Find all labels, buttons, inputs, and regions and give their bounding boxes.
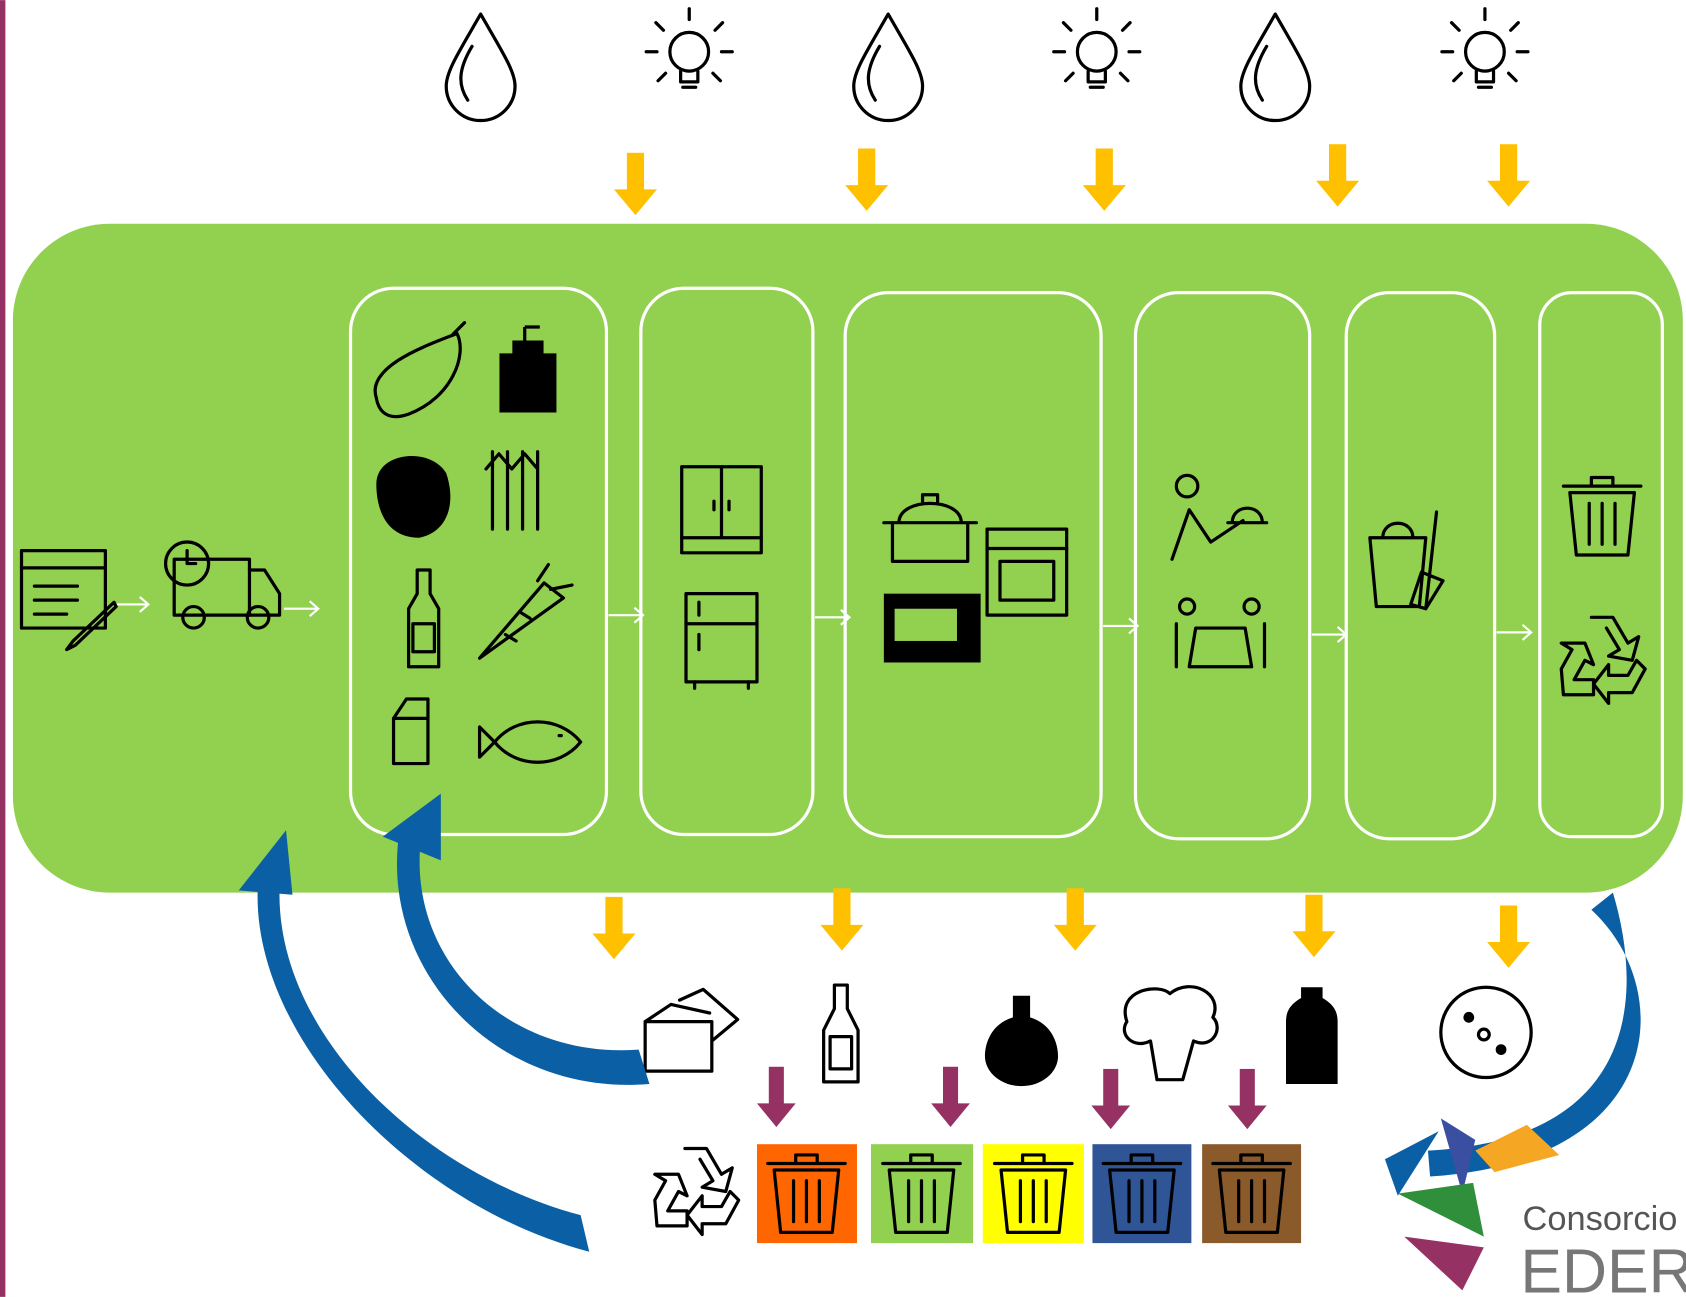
- water-icon: [446, 14, 515, 120]
- energy-icon: [1442, 9, 1528, 87]
- sort-arrow: [757, 1067, 796, 1127]
- input-arrow: [614, 153, 657, 215]
- water-icon: [854, 14, 923, 120]
- diagram: Consorcio EDER: [0, 0, 1686, 1297]
- energy-icon: [646, 9, 732, 87]
- sort-arrow: [1091, 1069, 1130, 1129]
- recycle-icon: [655, 1148, 739, 1234]
- logo-line2: EDER: [1520, 1238, 1686, 1297]
- energy-icon: [1054, 9, 1140, 87]
- sort-arrow: [1228, 1069, 1267, 1129]
- output-arrow: [1054, 888, 1097, 950]
- water-icon: [1241, 14, 1310, 120]
- input-arrow: [1487, 144, 1530, 206]
- logo-line1: Consorcio: [1523, 1200, 1678, 1238]
- input-arrow: [1316, 144, 1359, 206]
- output-arrow: [820, 888, 863, 950]
- input-arrow: [845, 149, 888, 211]
- output-arrow: [1487, 905, 1530, 967]
- sort-arrow: [931, 1067, 970, 1127]
- input-arrow: [1083, 149, 1126, 211]
- logo: Consorcio EDER: [1398, 1118, 1686, 1297]
- side-strip: [0, 0, 5, 1297]
- output-arrow: [592, 897, 635, 959]
- output-arrow: [1292, 895, 1335, 957]
